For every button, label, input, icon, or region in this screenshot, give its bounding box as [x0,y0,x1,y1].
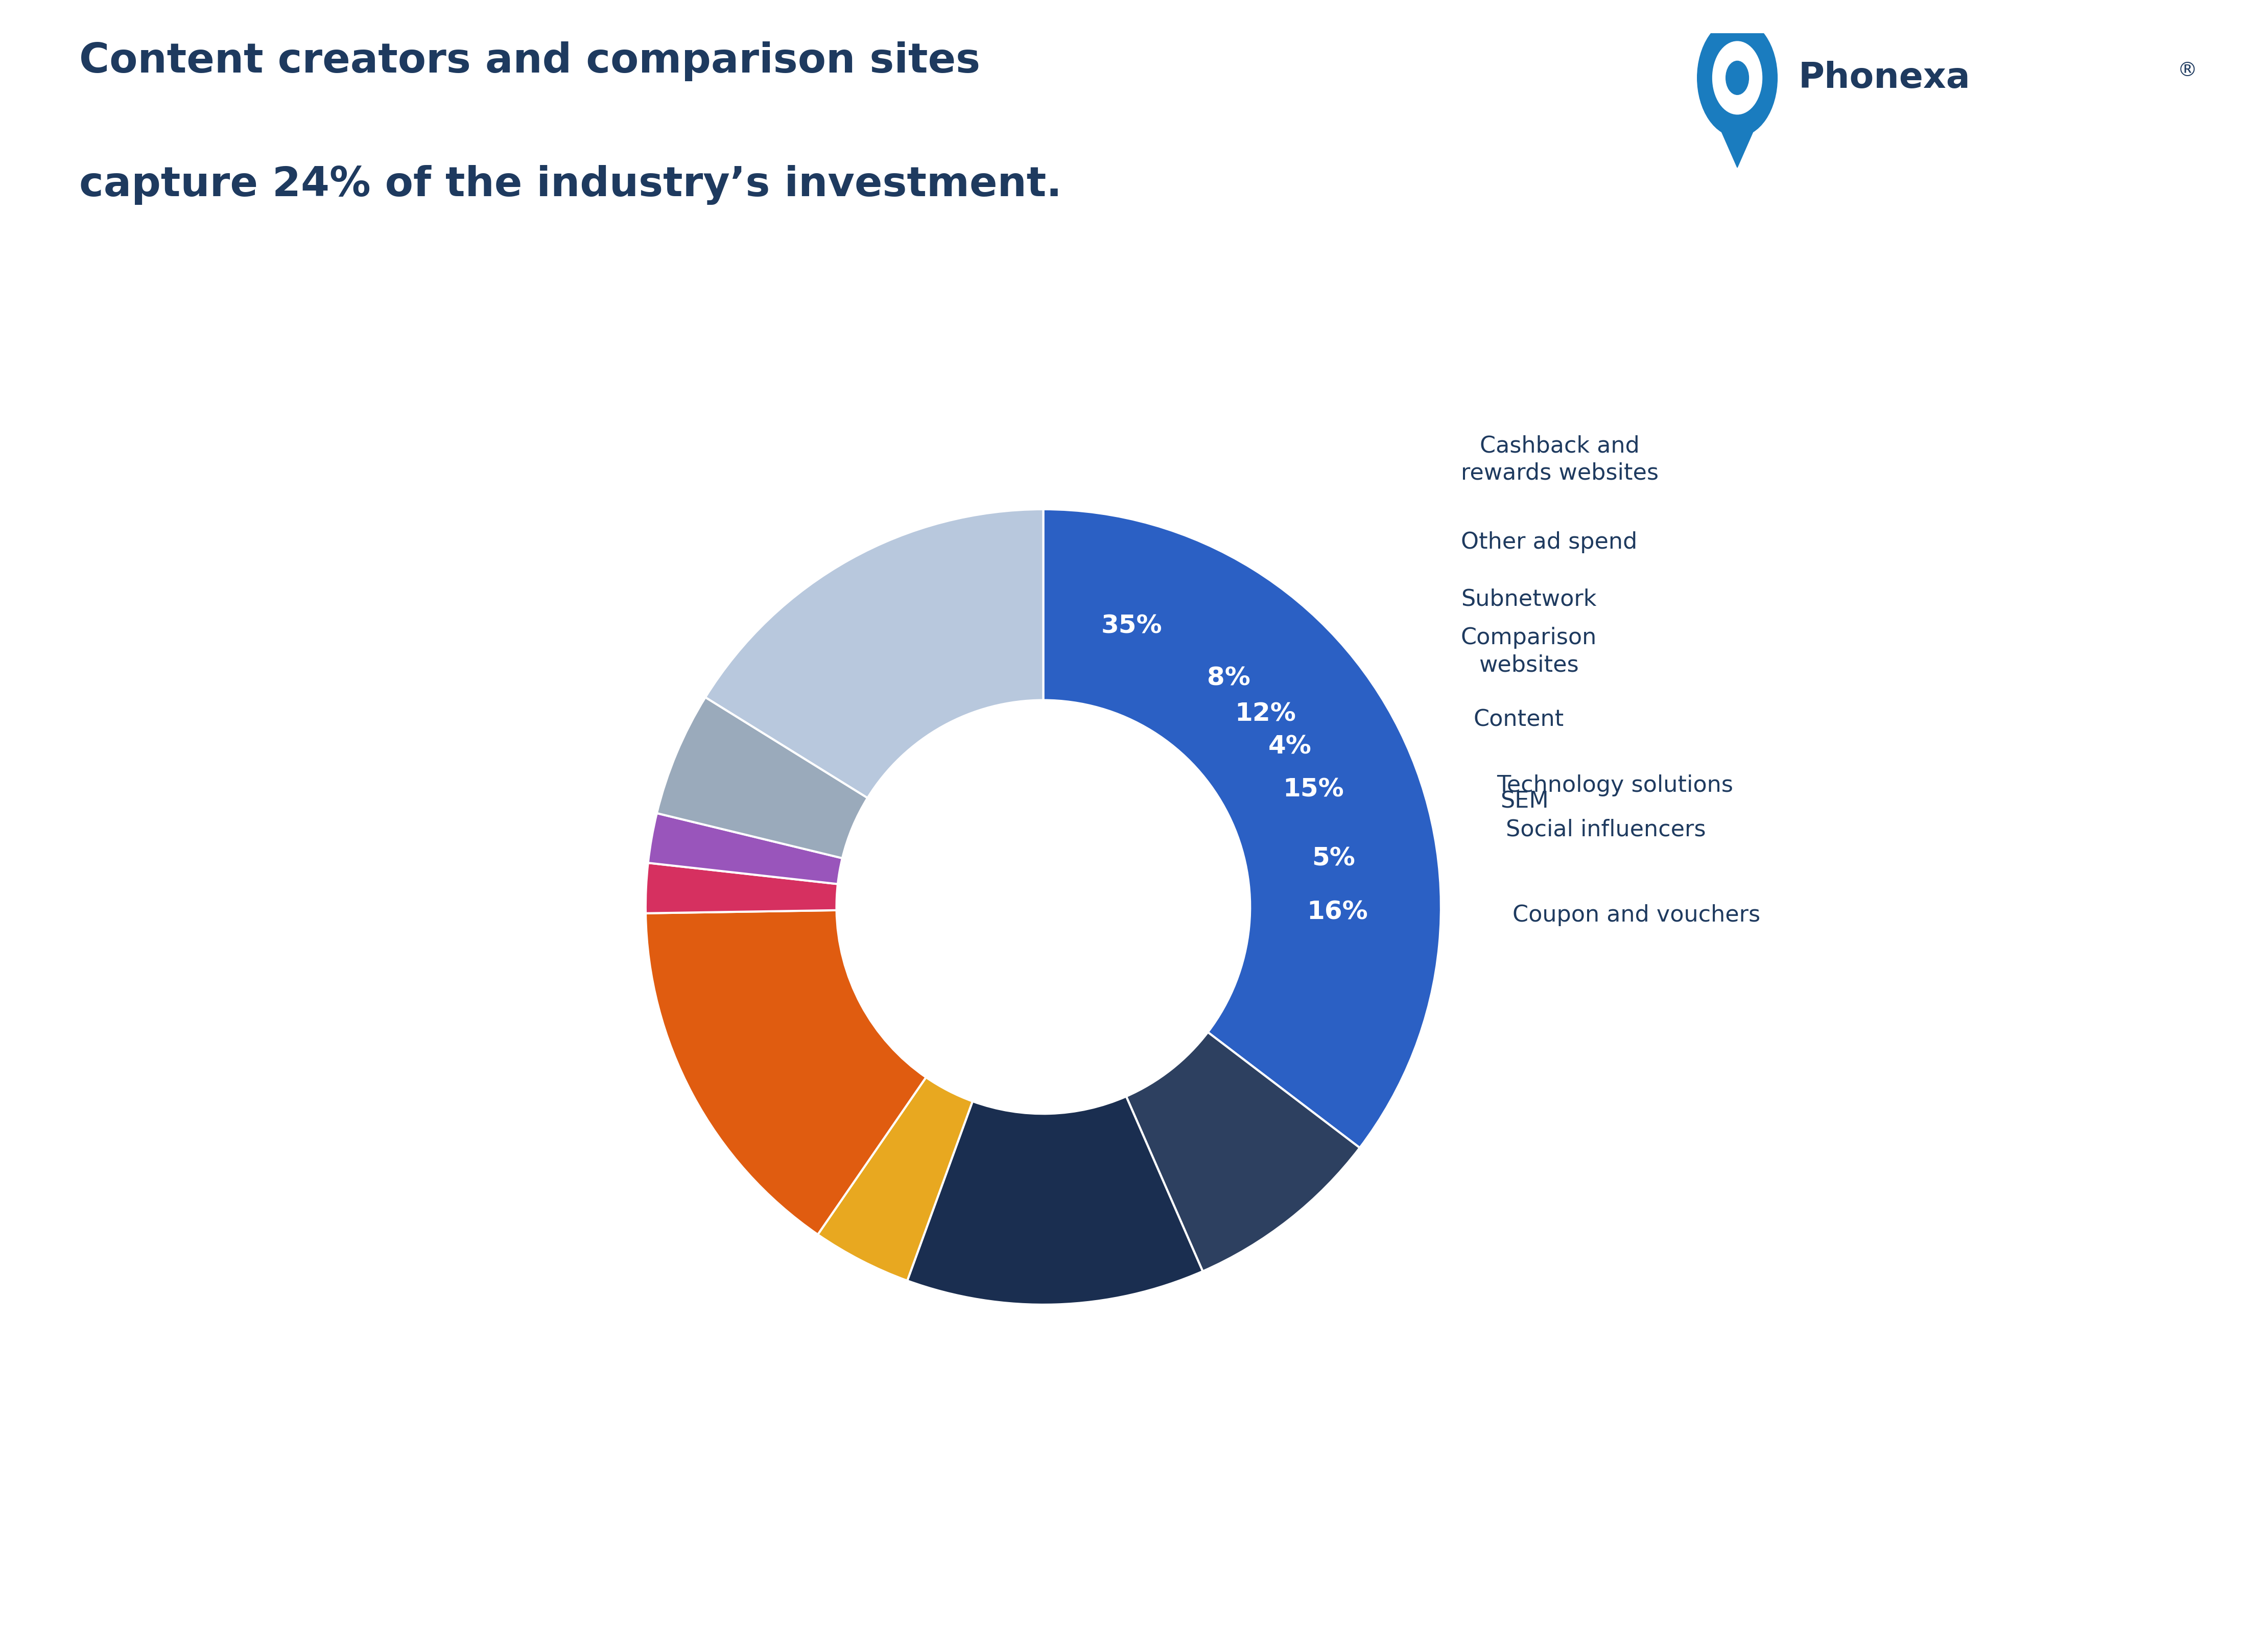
Text: Cashback and
rewards websites: Cashback and rewards websites [1461,435,1658,483]
Text: capture 24% of the industry’s investment.: capture 24% of the industry’s investment… [79,165,1061,204]
Text: Technology solutions: Technology solutions [1497,775,1733,796]
Text: Coupon and vouchers: Coupon and vouchers [1513,904,1760,927]
Wedge shape [646,910,925,1235]
Wedge shape [646,862,837,914]
Text: 15%: 15% [1284,777,1343,801]
Text: 12%: 12% [1234,701,1295,726]
Wedge shape [705,510,1043,798]
Text: Other ad spend: Other ad spend [1461,531,1637,552]
Polygon shape [1717,120,1758,168]
Wedge shape [819,1077,973,1281]
Circle shape [1712,41,1762,114]
Wedge shape [658,698,869,857]
Text: Comparison
websites: Comparison websites [1461,627,1597,676]
Text: 5%: 5% [1311,846,1356,871]
Text: Social influencers: Social influencers [1506,818,1706,841]
Text: Content creators and comparison sites: Content creators and comparison sites [79,41,980,81]
Wedge shape [649,813,841,884]
Text: Phonexa: Phonexa [1799,61,1971,96]
Text: 16%: 16% [1306,900,1368,925]
Text: Subnetwork: Subnetwork [1461,589,1597,610]
Wedge shape [1043,510,1440,1148]
Text: 4%: 4% [1268,734,1311,759]
Text: 8%: 8% [1207,666,1250,691]
Circle shape [1696,18,1778,137]
Wedge shape [907,1097,1202,1304]
Circle shape [1726,61,1749,94]
Text: SEM: SEM [1501,790,1549,813]
Wedge shape [1127,1032,1361,1271]
Text: 35%: 35% [1102,613,1161,638]
Text: Content: Content [1474,709,1565,731]
Text: ®: ® [2177,61,2198,81]
